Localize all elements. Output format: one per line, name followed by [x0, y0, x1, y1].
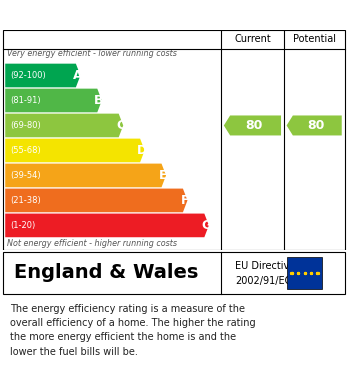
- Text: 2002/91/EC: 2002/91/EC: [235, 276, 291, 286]
- Text: E: E: [159, 169, 168, 182]
- Text: EU Directive: EU Directive: [235, 261, 295, 271]
- Text: (55-68): (55-68): [10, 146, 41, 155]
- Text: (92-100): (92-100): [10, 71, 46, 80]
- Text: Current: Current: [234, 34, 271, 44]
- Text: Energy Efficiency Rating: Energy Efficiency Rating: [10, 7, 239, 25]
- Polygon shape: [5, 114, 123, 137]
- Text: 80: 80: [246, 119, 263, 132]
- Text: (39-54): (39-54): [10, 171, 41, 180]
- Polygon shape: [287, 115, 342, 135]
- Polygon shape: [5, 188, 188, 212]
- Polygon shape: [224, 115, 281, 135]
- Polygon shape: [5, 139, 145, 162]
- Text: B: B: [94, 94, 104, 107]
- Text: Not energy efficient - higher running costs: Not energy efficient - higher running co…: [7, 239, 177, 248]
- Polygon shape: [5, 89, 102, 112]
- FancyBboxPatch shape: [287, 257, 322, 289]
- Polygon shape: [5, 64, 80, 87]
- Text: F: F: [181, 194, 189, 207]
- Polygon shape: [5, 163, 166, 187]
- Text: (21-38): (21-38): [10, 196, 41, 205]
- Text: The energy efficiency rating is a measure of the
overall efficiency of a home. T: The energy efficiency rating is a measur…: [10, 303, 256, 357]
- Text: 80: 80: [307, 119, 325, 132]
- Text: (69-80): (69-80): [10, 121, 41, 130]
- Text: (1-20): (1-20): [10, 221, 36, 230]
- Text: D: D: [137, 144, 147, 157]
- Text: A: A: [73, 69, 82, 82]
- Text: Potential: Potential: [293, 34, 336, 44]
- Text: C: C: [116, 119, 125, 132]
- Text: (81-91): (81-91): [10, 96, 41, 105]
- Text: G: G: [201, 219, 211, 232]
- Text: England & Wales: England & Wales: [14, 264, 198, 283]
- Polygon shape: [5, 213, 209, 237]
- Text: Very energy efficient - lower running costs: Very energy efficient - lower running co…: [7, 49, 177, 58]
